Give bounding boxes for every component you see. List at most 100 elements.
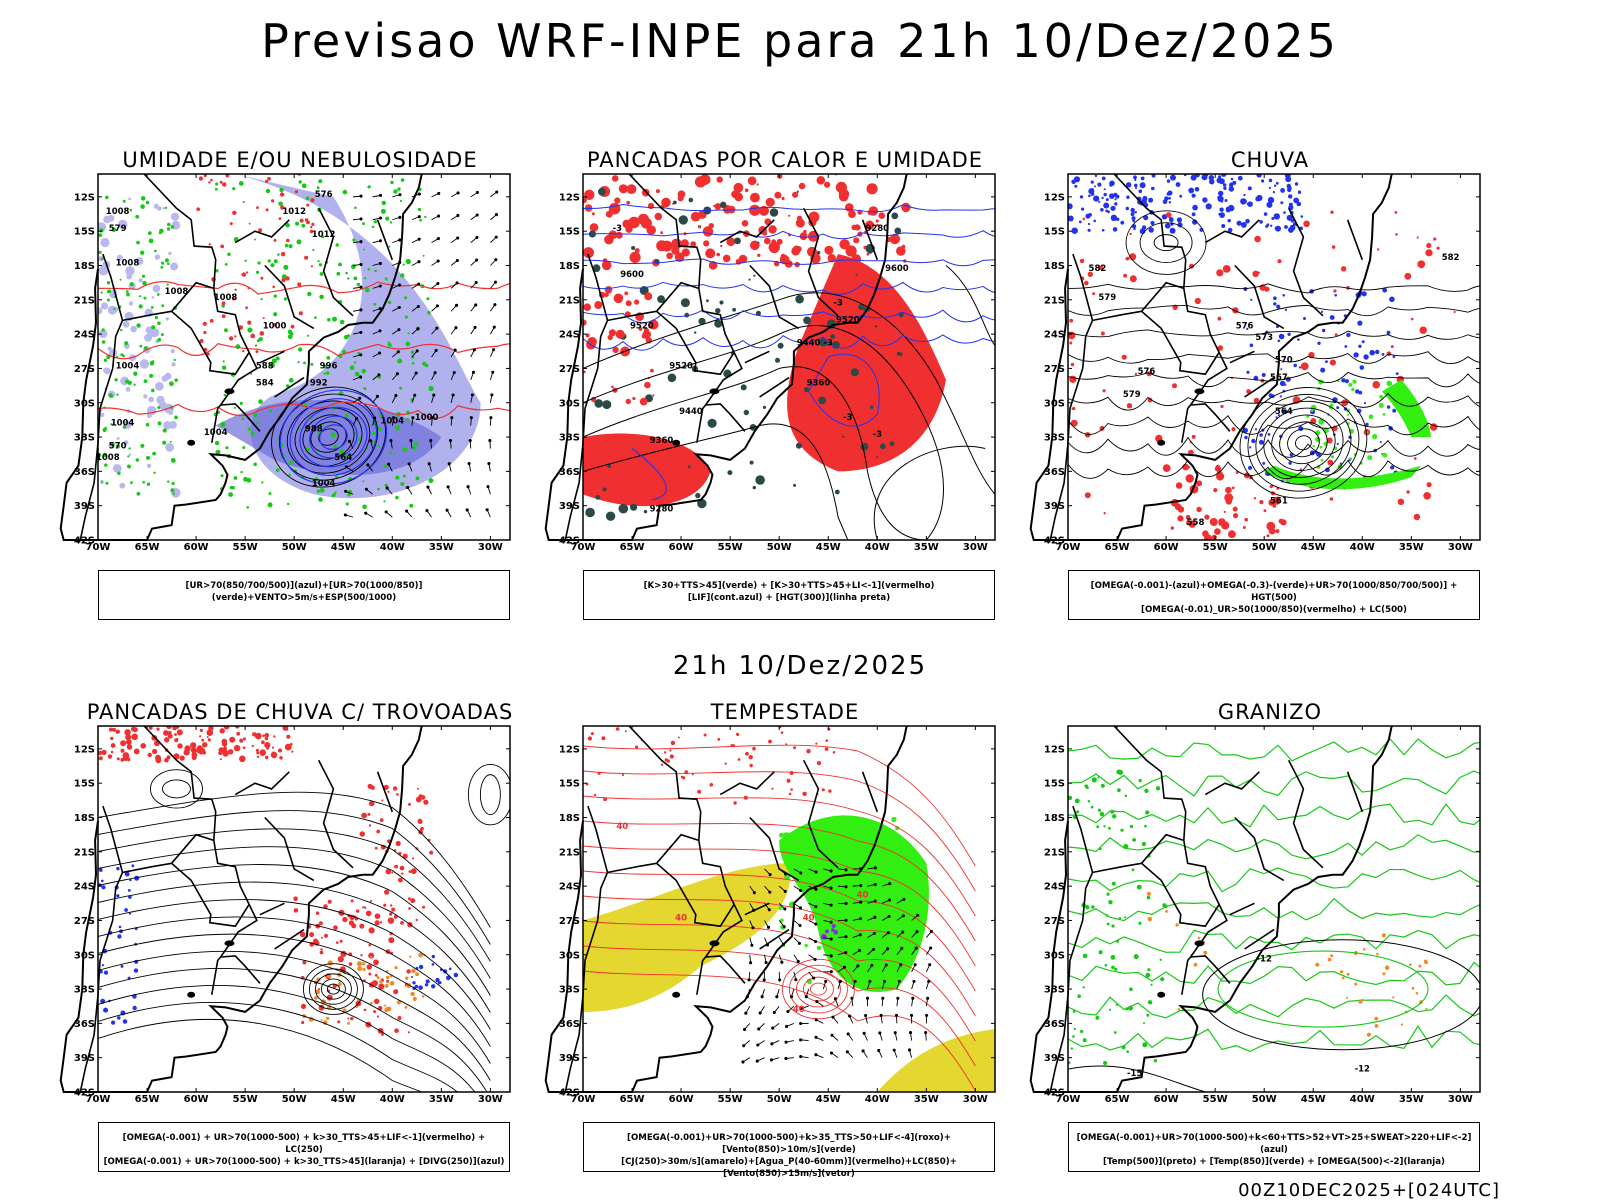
omega-blue-cyclone-cell [1299,366,1301,368]
omega-red-cell [1330,497,1334,501]
longitude-label: 40W [1350,542,1375,553]
omega-red-cell [1433,237,1436,240]
thickness-red-cell [274,239,277,242]
humidity-low-level-cell [246,506,249,509]
humidity-low-level-cell [383,500,385,502]
wind-vector-head [476,191,478,193]
wind-vector-head [449,439,451,441]
water-red-cell [768,740,772,744]
contour-label: 40 [857,891,869,901]
legend-line: [OMEGA(-0.001)+UR>70(1000-500)+k>35_TTS>… [588,1132,990,1156]
convection-west-cell [583,303,591,311]
country-border [235,220,289,243]
humidity-low-level-cell [372,226,375,229]
divergence-blue-east-cell [418,985,423,990]
wind-vector-head [491,394,493,396]
temp850-andes-cell [1144,789,1148,793]
omega-red-cell [1454,311,1456,313]
convection-red-cell [592,212,595,215]
contour-label: 9520 [836,316,860,326]
contour-label: 1012 [312,230,336,240]
wind-vector-head [379,330,381,332]
humidity-low-level-cell [317,490,320,493]
country-border [275,930,304,949]
omega-green-cells-cell [1372,434,1377,439]
humidity-west-cell [108,306,117,315]
humidity-andes-cell [167,480,169,482]
thunder-red-north-cell [208,738,211,741]
plot-area [1067,739,1488,1092]
wind-vector-head [474,326,476,328]
temp850-contour [1068,1026,1488,1051]
thunder-orange-cell [385,984,389,988]
wind-vector-head [888,915,890,917]
omega-blue-north-cell [1192,205,1198,211]
humidity-low-level-cell [426,297,429,300]
thunder-red-east-cell [387,791,389,793]
humidity-andes-cell [161,304,164,307]
omega-blue-cyclone-cell [1273,302,1276,305]
humidity-low-level-cell [326,356,330,360]
wind850-green-cells-cell [870,895,875,900]
longitude-label: 55W [718,542,743,553]
omega-blue-north-cell [1177,217,1182,222]
omega-blue-north-cell [1221,224,1225,228]
omega-blue-north-cell [1231,178,1234,181]
legend-line: [OMEGA(-0.001)+UR>70(1000-500)+k<60+TTS>… [1073,1132,1475,1156]
country-border [265,266,314,329]
latitude-label: 24S [74,882,95,893]
wind-vector-head [407,486,409,488]
thunder-red-cyclone-cell [389,912,392,915]
omega-red-cell [1172,383,1177,388]
temp850-andes-cell [1137,885,1142,890]
storm-purple-cell [831,928,834,931]
wind-vector-head [406,510,408,512]
thunder-red-north-cell [239,739,243,743]
thunder-red-north-cell [177,729,183,735]
water-red-cell [661,764,663,766]
wind-vector-head [785,1057,787,1059]
humidity-andes-cell [127,465,131,469]
omega-blue-cyclone-cell [1382,353,1385,356]
wind-vector-head [893,1049,895,1051]
thunder-red-east-cell [396,841,401,846]
thunder-orange-cell [377,976,380,979]
convection-red-cell [867,183,878,194]
wind-vector-head [815,1036,817,1038]
water-red-cell [725,763,727,765]
convection-red-cell [876,219,879,222]
convection-green-cell [851,368,859,376]
humidity-low-level-cell [320,272,324,276]
humidity-low-level-cell [302,183,307,188]
wind-vector-head [880,1014,882,1016]
humidity-low-level-cell [374,220,377,223]
thunder-red-east-cell [401,872,403,874]
thunder-red-cyclone-cell [337,1020,340,1023]
humidity-andes-cell [117,472,121,476]
omega500-orange-west-cell [1203,951,1207,955]
wind-vector-head [743,1028,745,1030]
country-border [1348,772,1363,812]
longitude-label: 30W [1448,1094,1473,1105]
thunder-orange-cell [387,1007,392,1012]
omega-green-cells-cell [1347,414,1349,416]
omega-red-cell [1127,403,1132,408]
omega-blue-north-cell [1093,220,1096,223]
wind-vector-head [399,216,401,218]
convection-green-cell [708,419,717,428]
temp850-andes-cell [1121,1045,1125,1049]
humidity-low-level-cell [354,277,358,281]
omega-blue-north-cell [1192,212,1196,216]
omega-red-cell [1398,499,1404,505]
humidity-andes-cell [133,384,135,386]
wind-vector-head [359,376,361,378]
thunder-red-east-cell [367,813,370,816]
thunder-red-north-cell [243,746,246,749]
wind-vector-head [494,304,496,306]
thunder-red-east-cell [368,784,373,789]
convection-green-cell [681,298,690,307]
humidity-andes-cell [167,227,170,230]
wind-vector-head [830,887,832,889]
thunder-red-north-cell [252,745,254,747]
convection-red-cell [799,183,806,190]
